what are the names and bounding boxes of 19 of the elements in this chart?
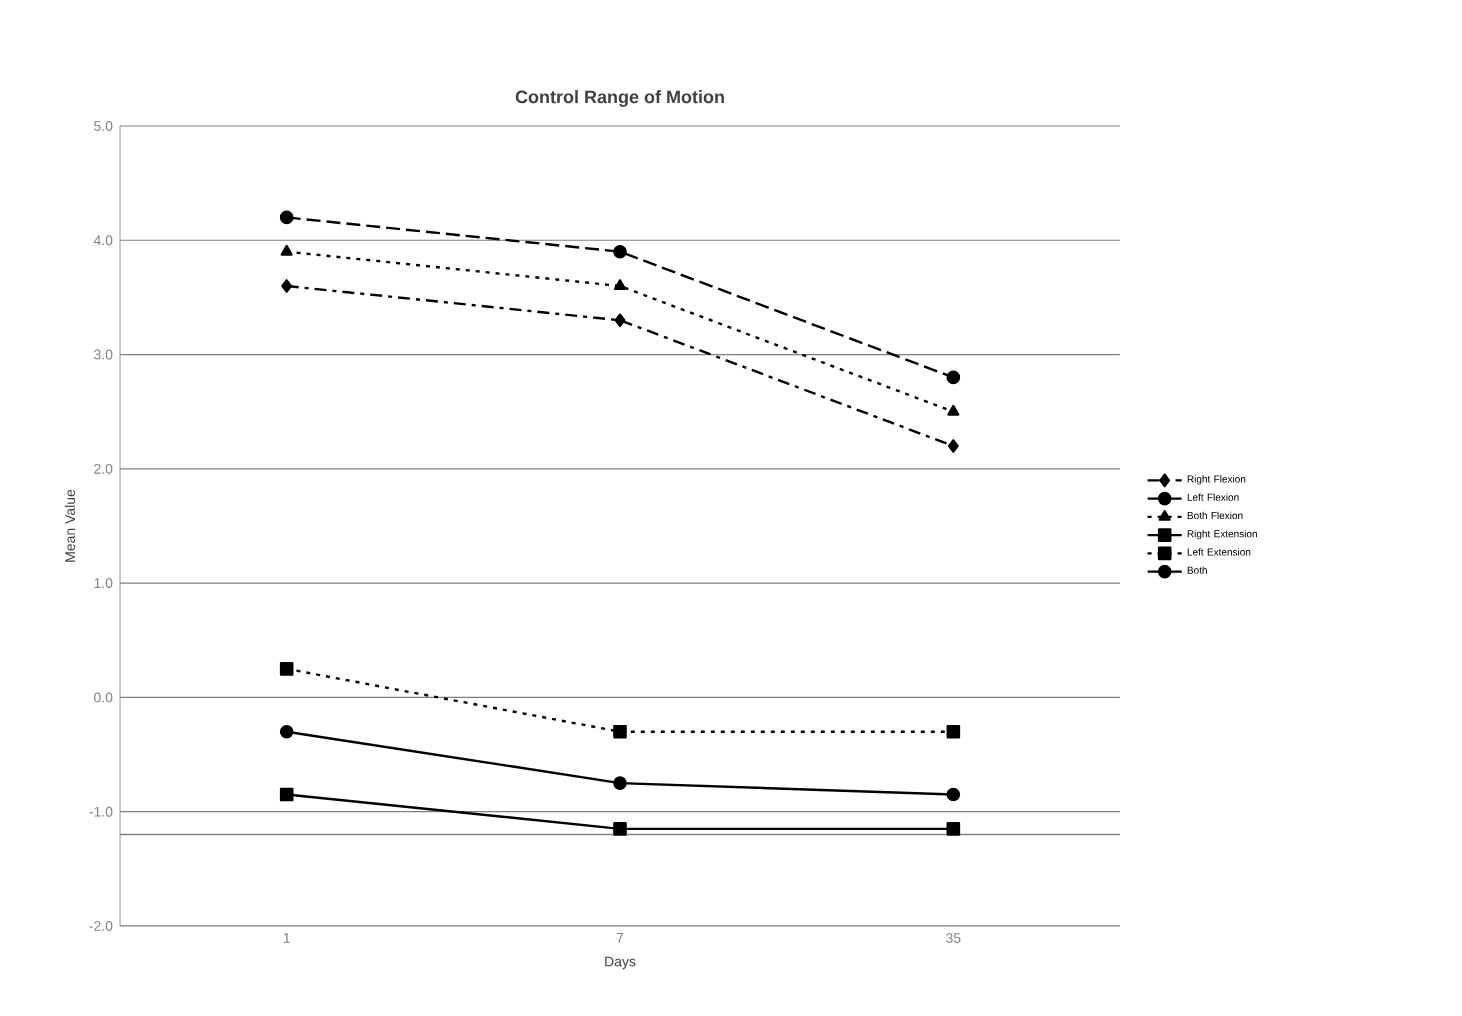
point xyxy=(613,244,627,259)
point xyxy=(614,313,626,328)
point xyxy=(947,404,960,416)
point xyxy=(946,787,961,802)
point xyxy=(613,724,627,739)
chart-title: Control Range of Motion xyxy=(515,90,724,107)
point xyxy=(279,662,294,676)
point xyxy=(280,244,293,256)
point xyxy=(947,439,959,453)
point xyxy=(613,279,627,290)
point xyxy=(281,279,293,293)
point xyxy=(279,724,294,739)
point xyxy=(946,724,961,739)
point xyxy=(946,822,961,836)
point xyxy=(613,822,627,836)
point xyxy=(946,370,961,385)
point xyxy=(279,210,294,225)
point xyxy=(613,776,627,790)
point xyxy=(279,787,294,802)
